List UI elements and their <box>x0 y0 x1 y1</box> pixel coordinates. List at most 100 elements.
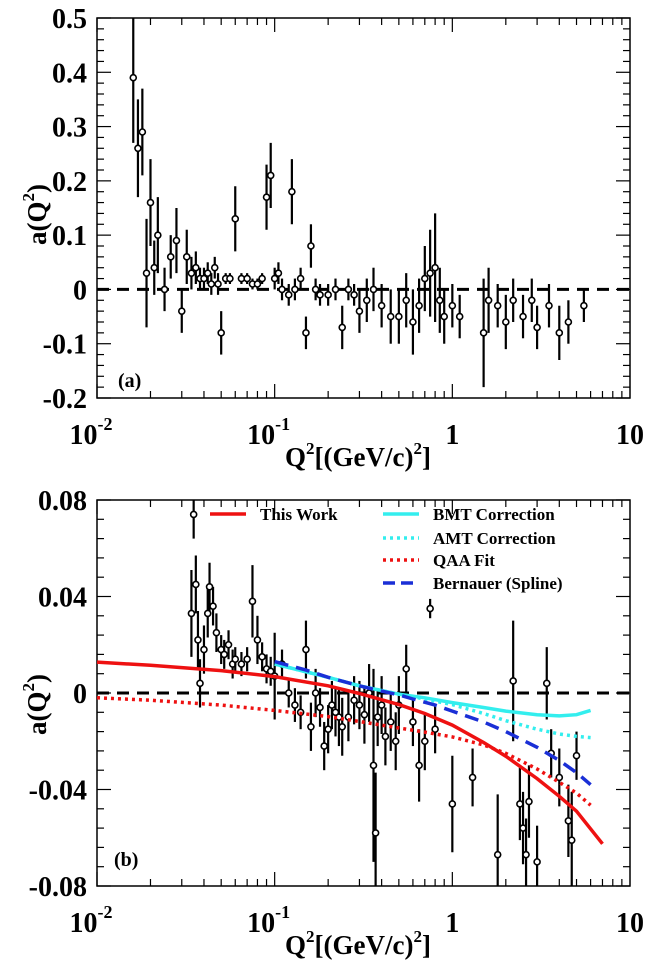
data-point <box>134 144 142 153</box>
data-point <box>391 737 400 746</box>
data-point <box>509 677 517 685</box>
data-point <box>421 274 429 283</box>
data-point <box>172 236 181 245</box>
panel-a-x-axis-label: Q2[(GeV/c)2] <box>285 439 431 472</box>
data-point <box>146 198 155 207</box>
data-point <box>493 301 502 310</box>
data-point <box>248 597 257 606</box>
data-point <box>331 285 340 294</box>
data-point <box>567 836 576 844</box>
data-point <box>338 323 347 332</box>
data-point <box>200 645 208 654</box>
data-point <box>377 301 386 310</box>
data-point <box>150 263 159 272</box>
data-point <box>258 274 266 283</box>
legend-label: Bernauer (Spline) <box>433 574 563 593</box>
data-point <box>448 301 457 310</box>
panel-a-ticks <box>96 17 630 399</box>
data-point <box>402 296 411 305</box>
data-point <box>187 609 196 618</box>
data-point <box>226 274 234 283</box>
y-tick-label: 0 <box>73 275 87 306</box>
data-point <box>344 285 353 294</box>
data-point <box>519 312 527 321</box>
data-point <box>203 609 212 618</box>
data-point <box>278 285 286 294</box>
x-tick-label: 1 <box>445 420 459 451</box>
y-tick-label: 0 <box>73 679 87 710</box>
y-tick-label: -0.08 <box>29 872 87 903</box>
y-tick-label: 0.3 <box>52 113 87 144</box>
data-point <box>545 301 553 310</box>
panel-b-data-points <box>187 500 581 886</box>
data-point <box>203 269 212 277</box>
data-point <box>355 701 364 709</box>
data-point <box>377 701 386 709</box>
curve-amt-correction <box>274 662 591 740</box>
panel-b-x-axis-label: Q2[(GeV/c)2] <box>285 927 431 960</box>
data-point <box>311 285 320 294</box>
panel-a-label: (a) <box>118 370 141 392</box>
data-point <box>324 291 332 299</box>
data-point <box>381 732 390 741</box>
legend-label: AMT Correction <box>433 529 556 548</box>
data-point <box>284 689 293 697</box>
data-point <box>307 722 315 731</box>
data-point <box>360 710 369 719</box>
data-point <box>224 640 233 649</box>
data-point <box>182 253 191 261</box>
data-point <box>214 280 222 288</box>
data-point <box>129 73 138 82</box>
curve-bernauer-spline- <box>274 659 592 787</box>
legend-label: This Work <box>260 505 338 524</box>
data-point <box>448 800 457 808</box>
data-point <box>409 718 417 726</box>
x-tick-label: 10-2 <box>70 902 113 939</box>
data-point <box>316 703 324 712</box>
data-point <box>307 242 315 250</box>
x-tick-label: 10-1 <box>247 414 290 451</box>
panel-b-x-tick-labels: 10-2 10-1 1 10 <box>70 902 645 939</box>
data-point <box>160 285 169 294</box>
data-point <box>527 296 536 305</box>
panel-b-legend: This Work BMT Correction AMT Correction QAA… <box>210 505 563 593</box>
data-point <box>455 312 464 321</box>
data-point <box>350 291 358 299</box>
data-point <box>435 296 444 305</box>
data-point <box>493 850 502 859</box>
data-point <box>177 307 186 315</box>
data-point <box>231 655 240 664</box>
data-point <box>302 645 310 654</box>
data-point <box>426 269 434 277</box>
legend-label: QAA Fit <box>433 551 495 570</box>
data-point <box>533 858 541 866</box>
data-point <box>192 263 200 272</box>
y-tick-label: -0.1 <box>43 330 87 361</box>
data-point <box>484 296 493 305</box>
data-point <box>386 718 395 726</box>
panel-b-label: (b) <box>114 849 138 871</box>
data-point <box>431 263 439 272</box>
curve-bmt-correction <box>274 662 592 718</box>
data-point <box>266 171 275 180</box>
data-point <box>509 296 517 305</box>
data-point <box>243 655 251 664</box>
data-point <box>328 701 336 709</box>
data-point <box>262 193 271 201</box>
data-point <box>426 604 434 613</box>
data-point <box>371 829 380 837</box>
x-tick-label: 10 <box>616 420 644 451</box>
data-point <box>362 296 371 305</box>
data-point <box>502 318 510 326</box>
x-tick-label: 1 <box>445 908 459 939</box>
data-point <box>564 318 573 326</box>
curve-this-work <box>96 660 604 845</box>
data-point <box>572 751 581 760</box>
data-point <box>205 583 214 591</box>
data-point <box>154 231 162 239</box>
data-point <box>258 653 266 661</box>
y-tick-label: 0.08 <box>38 486 87 517</box>
panel-b-y-axis-label: a(Q2) <box>19 674 52 735</box>
data-point <box>542 679 551 688</box>
data-point <box>220 650 229 659</box>
